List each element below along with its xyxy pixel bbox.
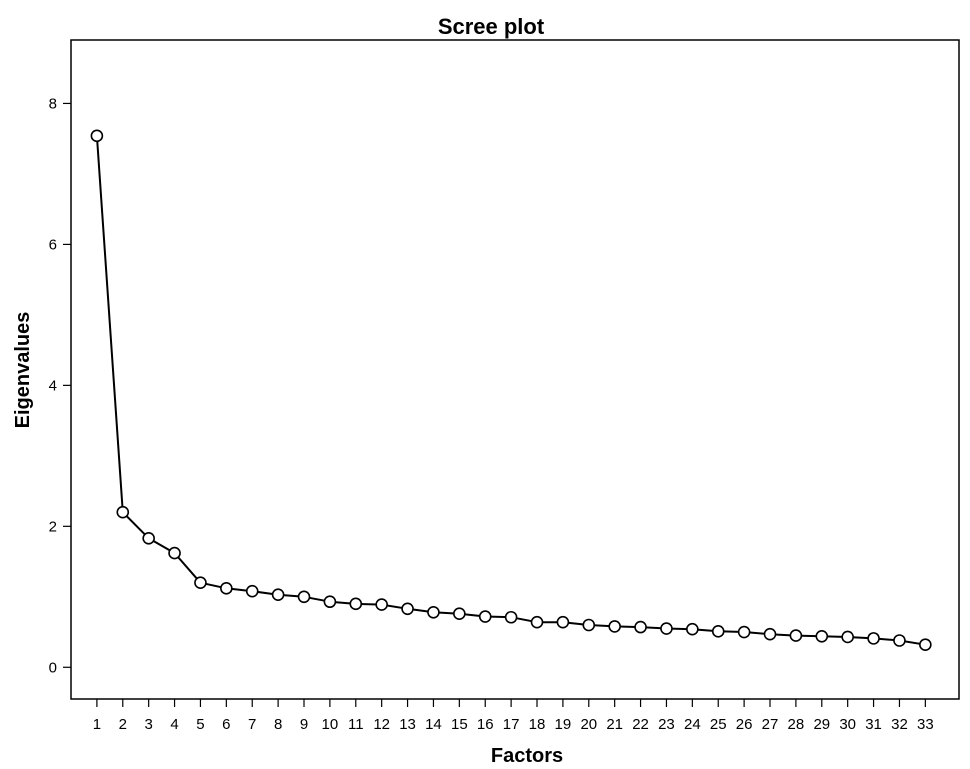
data-point xyxy=(478,610,492,623)
y-tick-label: 6 xyxy=(49,236,57,253)
data-point xyxy=(297,590,311,604)
x-tick-label: 28 xyxy=(788,716,805,733)
y-axis: 0 2 4 6 8 xyxy=(49,95,71,676)
x-tick-label: 5 xyxy=(196,716,204,733)
data-point xyxy=(660,622,673,635)
x-tick-label: 24 xyxy=(684,716,701,733)
data-point xyxy=(763,627,777,641)
x-tick-label: 15 xyxy=(451,716,468,733)
x-tick-label: 12 xyxy=(373,716,390,733)
x-tick-label: 18 xyxy=(529,716,546,733)
data-point xyxy=(142,532,155,545)
data-point xyxy=(634,620,647,634)
x-tick-label: 31 xyxy=(865,716,882,733)
data-point xyxy=(686,622,699,636)
plot-area-frame xyxy=(70,39,960,700)
data-point xyxy=(504,610,518,624)
series-line xyxy=(95,135,926,646)
data-point xyxy=(737,625,751,639)
y-tick-label: 2 xyxy=(49,518,57,535)
data-point xyxy=(168,546,181,560)
data-point xyxy=(349,597,363,611)
x-tick-label: 17 xyxy=(503,716,520,733)
data-point xyxy=(245,584,259,598)
y-tick-label: 8 xyxy=(49,95,57,112)
data-point xyxy=(867,632,880,645)
data-point xyxy=(323,595,337,609)
data-point xyxy=(582,618,596,632)
data-point xyxy=(789,629,803,642)
data-point xyxy=(194,576,207,590)
data-point xyxy=(530,615,544,629)
data-point xyxy=(453,607,466,621)
x-tick-label: 20 xyxy=(580,716,597,733)
x-tick-label: 10 xyxy=(322,716,339,733)
data-point xyxy=(116,505,130,519)
data-point xyxy=(893,634,906,647)
x-tick-label: 4 xyxy=(170,716,178,733)
x-tick-label: 25 xyxy=(710,716,727,733)
x-tick-label: 22 xyxy=(632,716,649,733)
x-axis-label: Factors xyxy=(491,745,563,767)
x-tick-label: 7 xyxy=(248,716,256,733)
data-point xyxy=(271,588,285,601)
x-tick-label: 19 xyxy=(555,716,572,733)
x-tick-label: 33 xyxy=(917,716,934,733)
x-tick-label: 6 xyxy=(222,716,230,733)
x-tick-label: 30 xyxy=(839,716,856,733)
y-tick-label: 4 xyxy=(49,377,57,394)
data-point xyxy=(375,598,388,611)
x-tick-label: 8 xyxy=(274,716,282,733)
data-point xyxy=(711,625,725,638)
x-tick-label: 11 xyxy=(348,716,364,733)
data-point xyxy=(90,129,104,143)
data-point xyxy=(427,606,440,619)
x-tick-label: 16 xyxy=(477,716,494,733)
data-point xyxy=(401,602,414,616)
data-point xyxy=(556,615,570,629)
x-tick-label: 32 xyxy=(891,716,908,733)
x-tick-label: 1 xyxy=(93,716,101,733)
y-axis-label: Eigenvalues xyxy=(12,312,34,429)
x-tick-label: 29 xyxy=(813,716,830,733)
data-point xyxy=(220,582,233,595)
data-point xyxy=(919,638,932,652)
data-point xyxy=(841,630,854,644)
x-tick-label: 26 xyxy=(736,716,753,733)
chart-title: Scree plot xyxy=(438,14,545,39)
x-tick-label: 13 xyxy=(399,716,416,733)
x-tick-label: 27 xyxy=(762,716,779,733)
series-line-group xyxy=(95,135,926,646)
data-point xyxy=(608,620,621,633)
x-axis: 1 2 3 4 5 6 7 8 9 10 11 12 13 14 15 16 17 18 19 20 21 22 23 24 2… xyxy=(93,699,934,733)
x-tick-label: 14 xyxy=(425,716,442,733)
x-tick-label: 3 xyxy=(144,716,152,733)
x-tick-label: 23 xyxy=(658,716,675,733)
x-tick-label: 9 xyxy=(300,716,308,733)
x-tick-label: 2 xyxy=(119,716,127,733)
x-tick-label: 21 xyxy=(606,716,623,733)
y-tick-label: 0 xyxy=(49,659,57,676)
data-point xyxy=(815,629,829,643)
series-points-group xyxy=(90,129,932,652)
